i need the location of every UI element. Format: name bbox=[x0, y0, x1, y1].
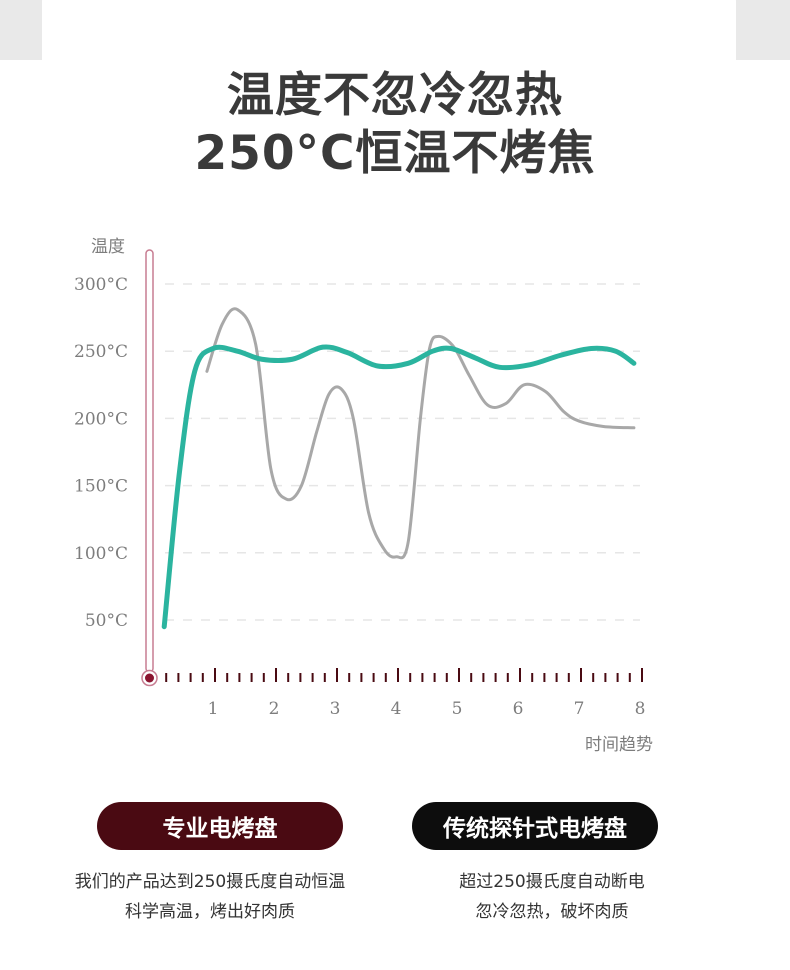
y-axis-title: 温度 bbox=[91, 237, 125, 257]
chart-grid bbox=[165, 283, 640, 621]
professional-desc-line-1: 我们的产品达到250摄氏度自动恒温 bbox=[74, 872, 346, 892]
y-tick-label: 300°C bbox=[74, 275, 128, 295]
professional-desc-line-2: 科学高温，烤出好肉质 bbox=[125, 902, 295, 922]
traditional-grill-badge: 传统探针式电烤盘 bbox=[412, 802, 658, 850]
professional-grill-description: 我们的产品达到250摄氏度自动恒温 科学高温，烤出好肉质 bbox=[40, 867, 380, 927]
professional-grill-label: 专业电烤盘 bbox=[162, 816, 278, 842]
thermometer-axis bbox=[141, 249, 158, 687]
thermometer-tube bbox=[145, 249, 154, 673]
headline-line-1: 温度不忽冷忽热 bbox=[227, 68, 563, 123]
traditional-grill-description: 超过250摄氏度自动断电 忽冷忽热，破坏肉质 bbox=[382, 867, 722, 927]
y-tick-label: 100°C bbox=[74, 544, 128, 564]
series-line-professional bbox=[161, 344, 637, 630]
chart-series bbox=[161, 307, 637, 630]
x-axis-ticks: 1 2 3 4 5 6 7 8 bbox=[165, 668, 646, 719]
thermometer-bulb bbox=[145, 673, 154, 683]
headline-line-2: 250°C恒温不烤焦 bbox=[194, 126, 596, 181]
x-tick-label: 8 bbox=[635, 699, 646, 719]
y-tick-label: 150°C bbox=[74, 477, 128, 497]
series-line-traditional bbox=[205, 307, 636, 560]
x-tick-label: 4 bbox=[391, 699, 402, 719]
x-tick-label: 2 bbox=[269, 699, 280, 719]
y-tick-labels: 50°C 100°C 150°C 200°C 250°C 300°C bbox=[74, 275, 128, 631]
y-tick-label: 250°C bbox=[74, 342, 128, 362]
y-tick-label: 200°C bbox=[74, 409, 128, 429]
professional-grill-badge: 专业电烤盘 bbox=[97, 802, 343, 850]
temperature-chart: 50°C 100°C 150°C 200°C 250°C 300°C 1 2 3 4 5 6 7 8 温… bbox=[74, 237, 653, 755]
x-tick-label: 7 bbox=[574, 699, 585, 719]
traditional-desc-line-2: 忽冷忽热，破坏肉质 bbox=[475, 902, 629, 922]
x-tick-label: 1 bbox=[208, 699, 219, 719]
x-axis-title: 时间趋势 bbox=[585, 735, 653, 755]
x-tick-label: 3 bbox=[330, 699, 341, 719]
x-tick-label: 6 bbox=[513, 699, 524, 719]
traditional-desc-line-1: 超过250摄氏度自动断电 bbox=[459, 872, 645, 892]
x-tick-label: 5 bbox=[452, 699, 463, 719]
y-tick-label: 50°C bbox=[85, 611, 128, 631]
traditional-grill-label: 传统探针式电烤盘 bbox=[443, 816, 627, 842]
